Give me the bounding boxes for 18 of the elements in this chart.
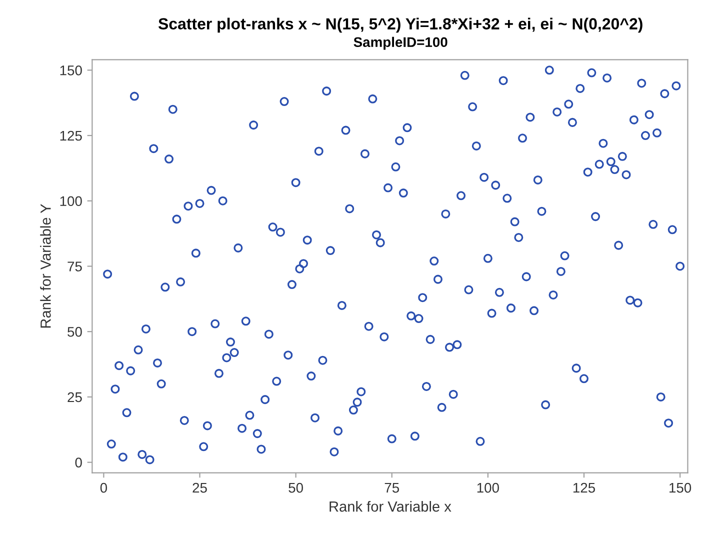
y-tick-label: 75: [68, 262, 82, 272]
x-tick-label: 125: [573, 482, 595, 493]
x-tick-label: 0: [100, 482, 108, 493]
y-tick-label: 0: [75, 458, 82, 468]
x-tick-label: 25: [192, 482, 207, 493]
x-tick-label: 150: [670, 482, 692, 493]
x-tick-label: 75: [384, 483, 400, 493]
y-tick-label: 50: [68, 326, 82, 337]
y-axis-title: Rank for Variable Y: [40, 204, 51, 328]
x-axis-title: Rank for Variable x: [330, 500, 452, 512]
y-tick-label: 100: [60, 196, 82, 206]
y-tick-label: 25: [68, 392, 82, 402]
chart-title: Scatter plot-ranks x ~ N(15, 5^2) Yi=1.8*Xi+32 + ei, ei ~ N(0,20^2): [158, 18, 642, 33]
y-tick-label: 150: [60, 65, 82, 76]
y-tick-label: 125: [60, 130, 82, 141]
x-tick-label: 100: [477, 482, 499, 493]
chart-subtitle: SampleID=100: [354, 36, 448, 50]
x-tick-label: 50: [288, 482, 303, 493]
